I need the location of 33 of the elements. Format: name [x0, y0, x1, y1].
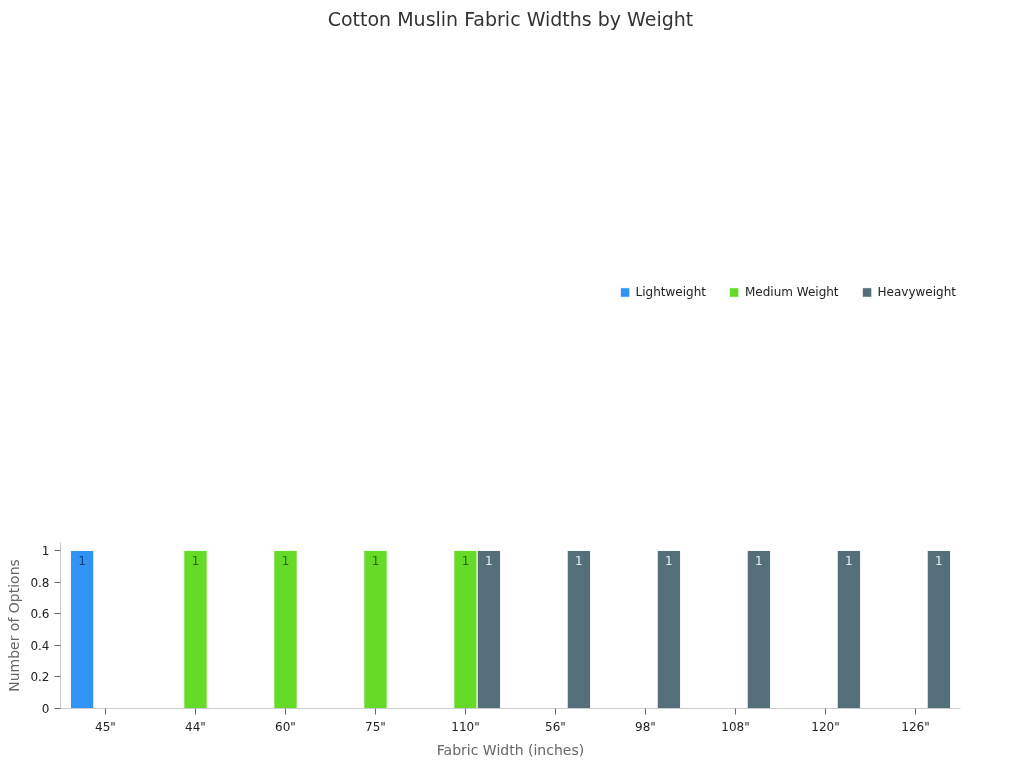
x-tick-label: 45" — [95, 719, 116, 734]
y-tick-label: 0.4 — [30, 638, 50, 653]
x-tick-label: 75" — [365, 719, 386, 734]
data-label: 1 — [485, 554, 493, 569]
data-label: 1 — [371, 554, 380, 569]
chart-title: Cotton Muslin Fabric Widths by Weight — [327, 7, 694, 30]
data-label: 1 — [78, 554, 86, 569]
data-label: 1 — [845, 554, 853, 569]
x-tick-label: 120" — [811, 719, 840, 734]
data-label: 1 — [191, 554, 200, 569]
x-tick-label: 98" — [635, 719, 656, 734]
data-label: 1 — [281, 554, 290, 569]
data-label: 1 — [461, 554, 470, 569]
legend-label: Heavyweight — [877, 285, 956, 299]
x-tick-label: 108" — [721, 719, 750, 734]
legend-label: Medium Weight — [744, 285, 839, 299]
legend-label: Lightweight — [635, 285, 706, 299]
x-tick-label: 126" — [901, 719, 930, 734]
data-label: 1 — [575, 554, 583, 569]
y-tick-label: 0.2 — [30, 670, 50, 685]
x-tick-label: 44" — [185, 719, 206, 734]
data-label: 1 — [665, 554, 673, 569]
y-tick-label: 1 — [41, 543, 50, 558]
y-tick-label: 0.8 — [30, 575, 50, 590]
data-label: 1 — [935, 554, 943, 569]
data-label: 1 — [755, 554, 763, 569]
y-tick-label: 0 — [41, 702, 50, 716]
y-axis-title: Number of Options — [6, 559, 23, 692]
x-axis-title: Fabric Width (inches) — [436, 741, 585, 758]
x-tick-label: 56" — [545, 719, 566, 734]
x-tick-label: 110" — [451, 719, 480, 734]
x-tick-label: 60" — [275, 719, 296, 734]
y-tick-label: 0.6 — [30, 607, 50, 622]
